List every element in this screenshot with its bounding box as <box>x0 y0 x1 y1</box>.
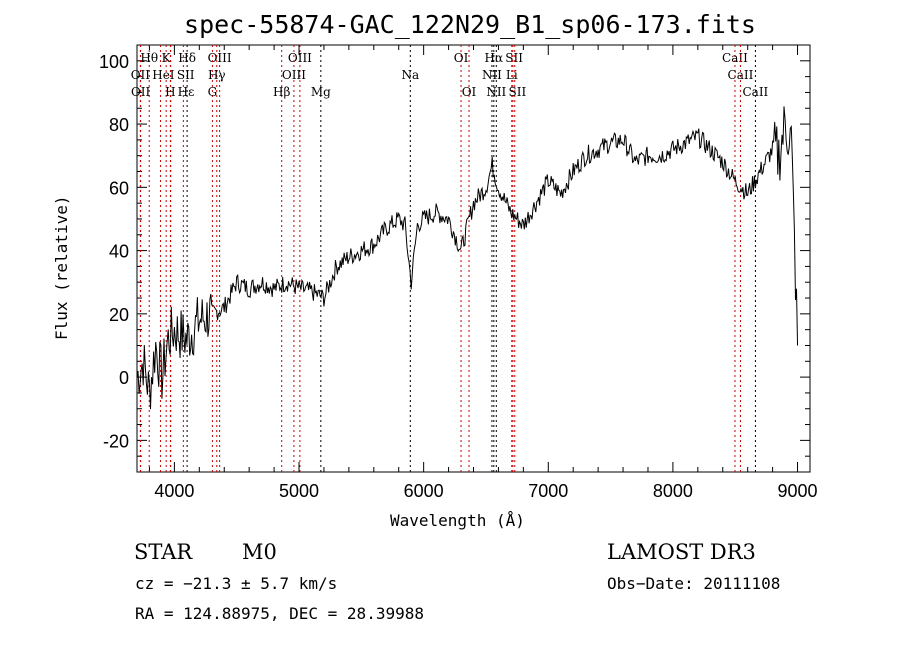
object-subclass: M0 <box>242 540 277 564</box>
y-tick-label: 60 <box>109 178 129 198</box>
spectral-line-label: Hδ <box>178 51 196 65</box>
spectral-line-label: Hα <box>485 51 504 65</box>
y-axis-label: Flux (relative) <box>52 195 71 341</box>
spectral-line-label: Na <box>401 68 419 82</box>
y-tick-label: 100 <box>99 52 129 72</box>
x-tick-label: 4000 <box>154 481 194 501</box>
spectral-line-label: Hγ <box>208 68 226 82</box>
spectral-line-label: SII <box>509 85 527 99</box>
spectral-line-label: OI <box>462 85 477 99</box>
x-tick-label: 5000 <box>279 481 319 501</box>
spectral-line-label: HeI <box>152 68 175 82</box>
spectral-line-label: NII <box>486 85 506 99</box>
plot-frame <box>136 44 811 473</box>
spectral-line-label: SII <box>177 68 195 82</box>
spectral-line-label: Hθ <box>140 51 158 65</box>
x-tick-label: 8000 <box>653 481 693 501</box>
spectral-line-label: OIII <box>288 51 312 65</box>
spectral-line-label: Hε <box>178 85 195 99</box>
x-tick-label: 6000 <box>404 481 444 501</box>
spectral-line-label: CaII <box>722 51 748 65</box>
redshift-velocity: cz = −21.3 ± 5.7 km/s <box>135 574 338 593</box>
y-tick-label: 20 <box>109 305 129 325</box>
spectral-line-label: Mg <box>311 85 331 99</box>
spectrum-line <box>136 106 799 410</box>
spectral-line-label: Li <box>506 68 518 82</box>
x-tick-label: 7000 <box>528 481 568 501</box>
x-axis-label: Wavelength (Å) <box>390 511 525 530</box>
spectral-line-label: OIII <box>208 51 232 65</box>
spectral-line-label: OII <box>131 85 151 99</box>
spectral-line-label: NII <box>482 68 502 82</box>
x-tick-label: 9000 <box>778 481 818 501</box>
observation-date: Obs−Date: 20111108 <box>607 574 781 593</box>
survey-name: LAMOST DR3 <box>607 540 756 564</box>
spectral-line-label: G <box>208 85 218 99</box>
spectral-line-label: H <box>165 85 175 99</box>
object-class: STAR <box>134 540 193 564</box>
y-tick-label: 0 <box>119 368 129 388</box>
y-tick-label: -20 <box>103 431 129 451</box>
spectral-line-label: OI <box>454 51 469 65</box>
y-tick-label: 40 <box>109 242 129 262</box>
spectral-line-label: CaII <box>742 85 768 99</box>
spectral-line-label: CaII <box>728 68 754 82</box>
chart-title: spec-55874-GAC_122N29_B1_sp06-173.fits <box>184 10 756 39</box>
y-tick-label: 80 <box>109 115 129 135</box>
spectral-line-label: OIII <box>282 68 306 82</box>
spectral-line-label: SII <box>505 51 523 65</box>
spectral-line-label: K <box>162 51 172 65</box>
coordinates: RA = 124.88975, DEC = 28.39988 <box>135 604 424 623</box>
spectral-line-label: Hβ <box>273 85 290 99</box>
